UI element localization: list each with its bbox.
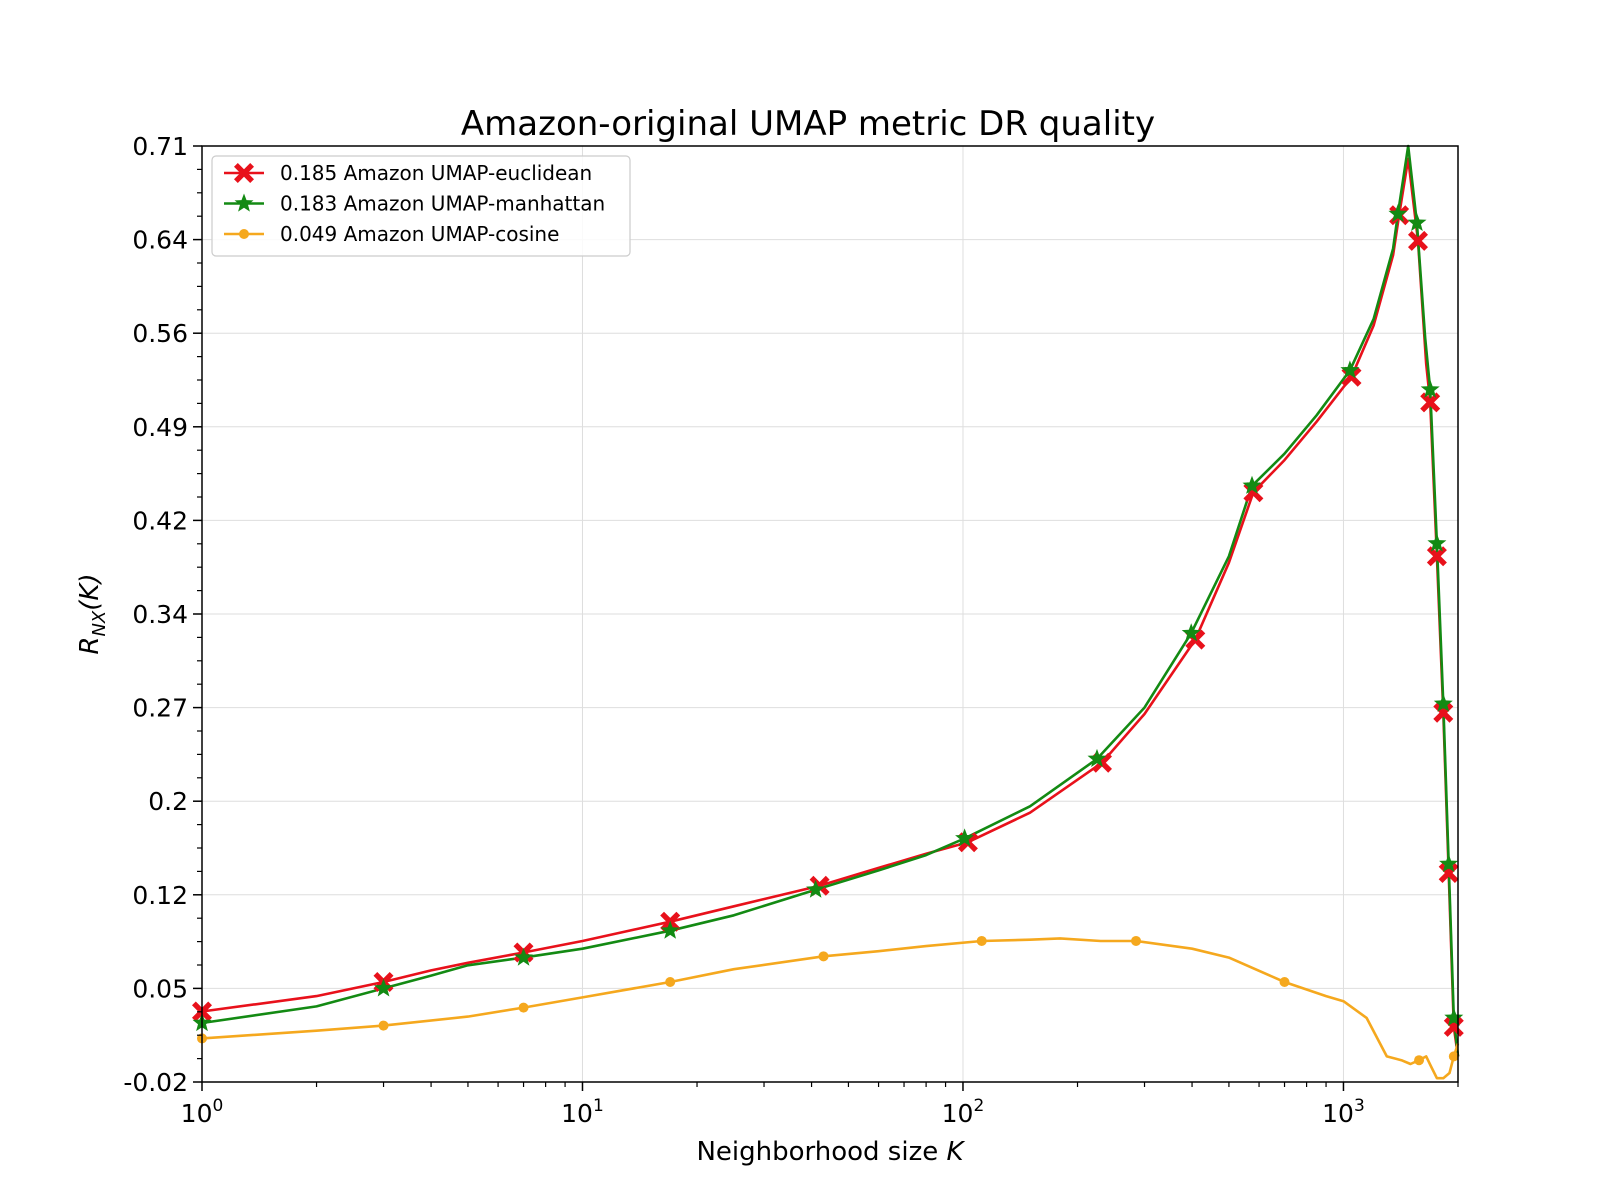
data-point <box>1340 360 1360 379</box>
data-point <box>1414 1055 1425 1066</box>
data-point <box>1444 1007 1464 1026</box>
y-tick-label: 0.56 <box>132 319 188 348</box>
legend: 0.185 Amazon UMAP-euclidean 0.183 Amazon … <box>211 155 631 257</box>
data-point <box>374 978 393 997</box>
y-tick-label: 0.2 <box>148 787 188 816</box>
legend-marker <box>234 193 254 212</box>
legend-label: 0.049 Amazon UMAP-cosine <box>280 222 559 246</box>
y-tick-label: 0.12 <box>132 881 188 910</box>
grid-lines <box>201 145 1458 1083</box>
data-point <box>1439 854 1459 873</box>
legend-marker <box>239 229 249 239</box>
data-point <box>1438 863 1459 883</box>
x-tick-label: 103 <box>1322 1096 1365 1128</box>
data-point <box>1388 204 1408 222</box>
x-tick-label: 101 <box>561 1096 604 1128</box>
series-lines <box>201 144 1460 1080</box>
data-point <box>518 1002 529 1013</box>
series-line <box>201 144 1460 1057</box>
x-tick-label: 102 <box>942 1096 985 1128</box>
data-point <box>1131 935 1142 946</box>
data-point <box>378 1020 389 1031</box>
data-point <box>1448 1051 1459 1062</box>
data-point <box>1420 379 1440 398</box>
legend-label: 0.183 Amazon UMAP-manhattan <box>280 192 605 216</box>
data-point <box>976 935 987 946</box>
y-tick-label: 0.42 <box>132 506 188 535</box>
data-point <box>1420 392 1441 413</box>
data-point <box>1408 230 1428 251</box>
legend-marker <box>234 163 254 183</box>
y-axis: -0.02 0.05 0.12 0.2 0.27 0.34 0.42 0.49 0.56 0.64… <box>123 132 202 1097</box>
data-point <box>1181 623 1201 642</box>
y-tick-label: 0.49 <box>132 413 188 442</box>
legend-frame <box>211 155 631 257</box>
y-tick-label: 0.64 <box>132 226 188 255</box>
data-point <box>1433 702 1454 723</box>
data-point <box>665 976 676 987</box>
data-point <box>955 828 975 847</box>
data-point <box>514 947 534 966</box>
data-point <box>1242 475 1262 494</box>
data-point <box>1407 212 1427 231</box>
legend-label: 0.185 Amazon UMAP-euclidean <box>280 161 592 185</box>
series-line <box>201 937 1460 1080</box>
y-tick-label: 0.05 <box>132 974 188 1003</box>
data-point <box>1426 546 1447 567</box>
data-point <box>818 951 829 962</box>
chart-title: Amazon-original UMAP metric DR quality <box>461 104 1155 144</box>
data-point <box>660 920 680 939</box>
data-point <box>1279 976 1290 987</box>
x-axis: 100 101 102 103 <box>181 1082 1459 1128</box>
data-point <box>1087 748 1107 767</box>
x-axis-label: Neighborhood size K <box>696 1137 965 1167</box>
series-markers <box>192 204 1464 1066</box>
data-point <box>1433 693 1453 712</box>
y-tick-label: -0.02 <box>123 1068 188 1097</box>
data-point <box>1443 1016 1464 1037</box>
data-point <box>806 879 826 898</box>
y-tick-label: 0.71 <box>132 132 188 161</box>
series-line <box>201 157 1460 1057</box>
y-tick-label: 0.34 <box>132 600 188 629</box>
y-tick-label: 0.27 <box>132 694 188 723</box>
data-point <box>1427 533 1447 552</box>
x-tick-label: 100 <box>181 1096 224 1128</box>
y-axis-label: RNX(K) <box>75 573 110 654</box>
